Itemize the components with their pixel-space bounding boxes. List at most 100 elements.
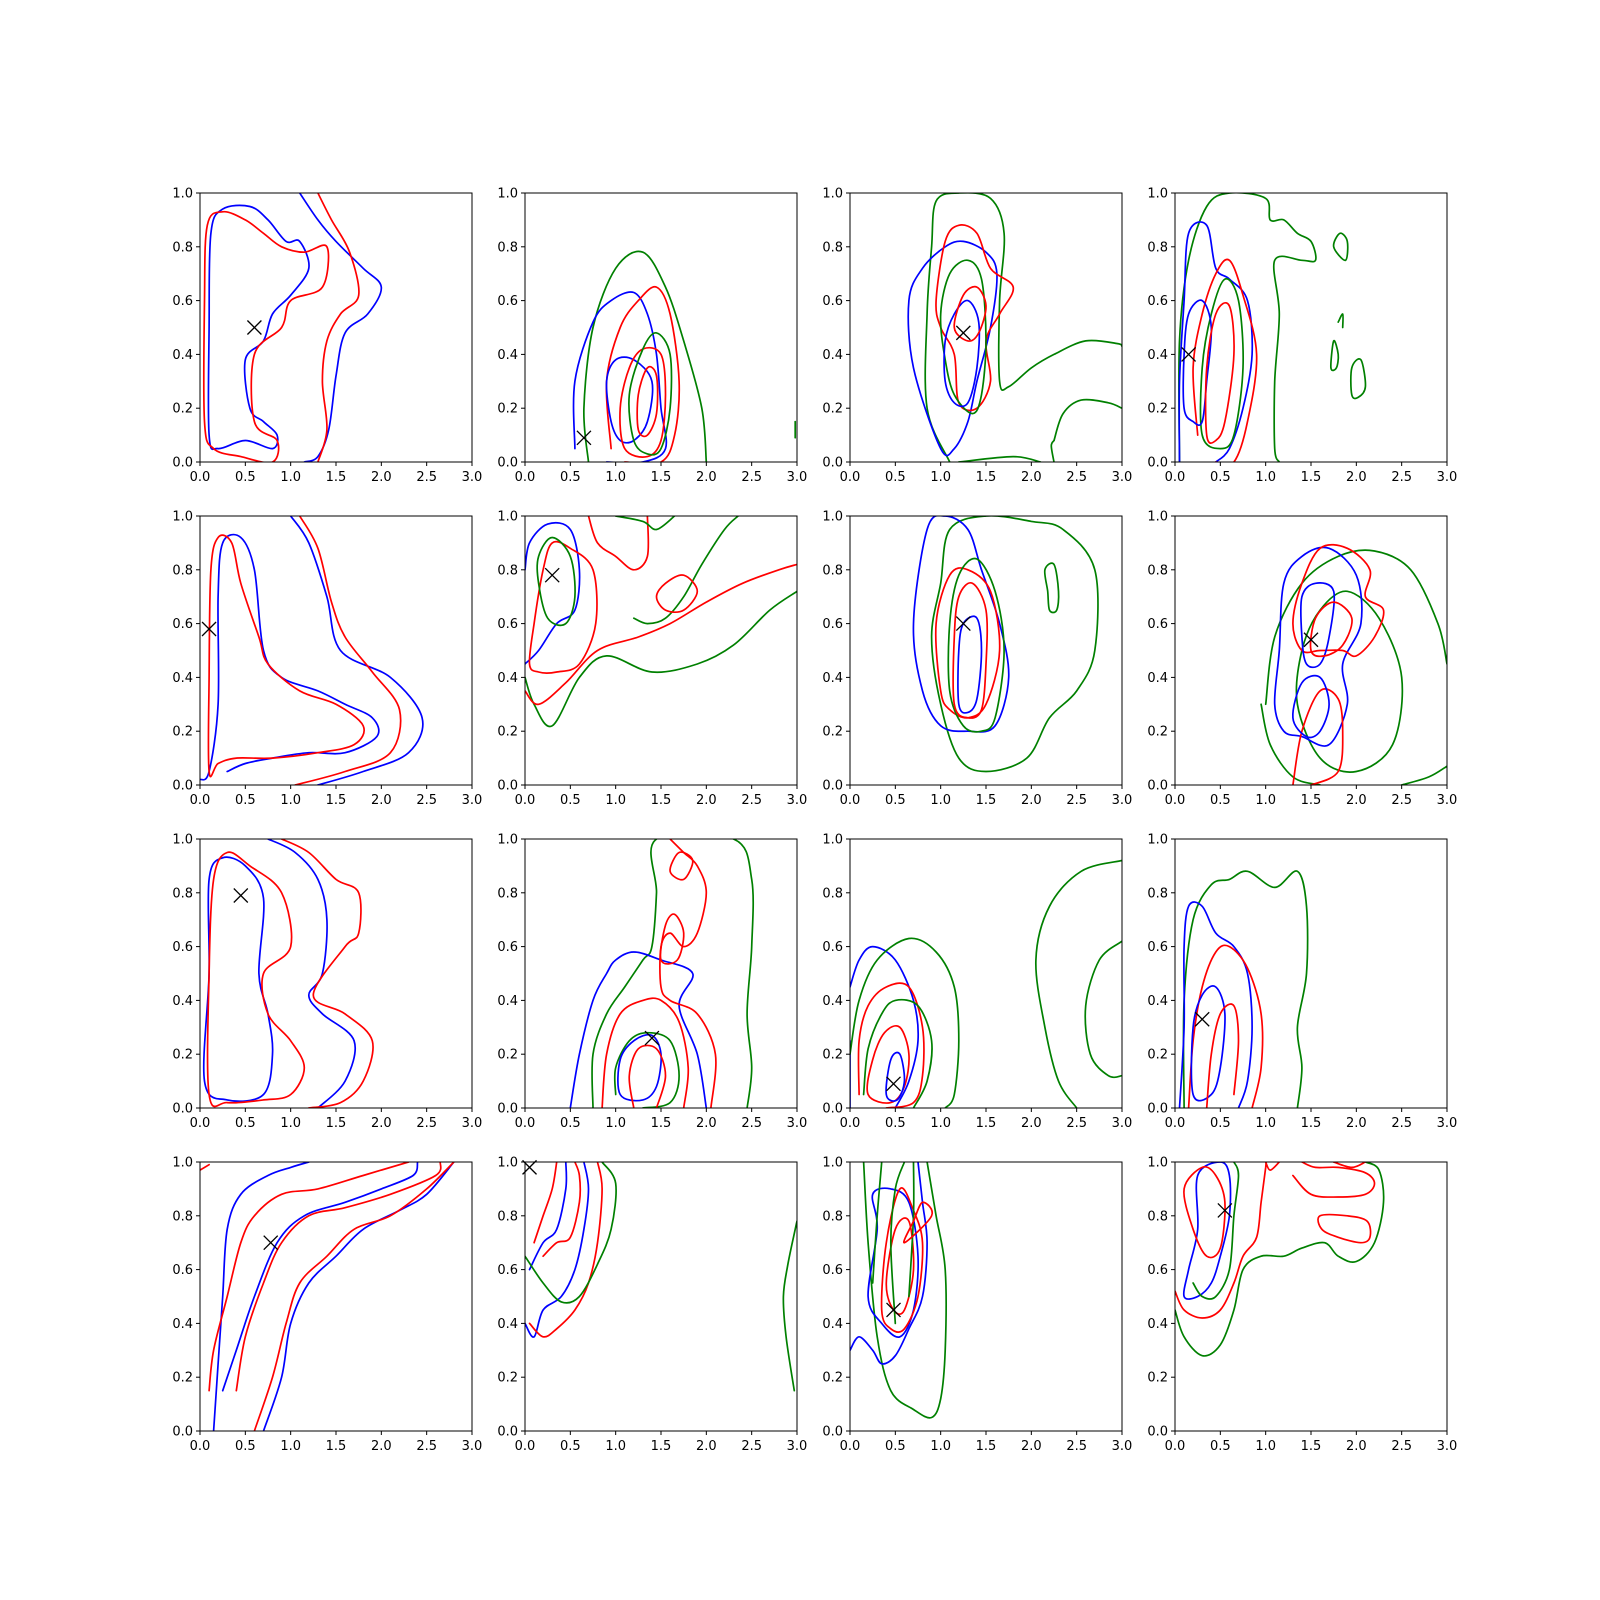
- y-tick-label: 0.8: [822, 1209, 843, 1224]
- axes-frame: [524, 515, 798, 786]
- red-contour-line: [601, 997, 690, 1108]
- y-tick-label: 0.8: [1147, 886, 1168, 901]
- subplot-r2-c3: 0.0 0.5 1.0 1.5 2.0 2.5 3.0 0.0 0.2 0.4 0.6 0.8 1.0: [822, 510, 1132, 809]
- blue-contour-line: [262, 1162, 455, 1431]
- red-contour-line: [1332, 1162, 1367, 1169]
- x-tick-label: 1.5: [1301, 470, 1322, 485]
- y-tick-label: 0.4: [1147, 994, 1168, 1009]
- green-contour-line: [583, 250, 708, 462]
- x-tick-label: 1.0: [1255, 1116, 1276, 1131]
- x-tick-label: 0.0: [1165, 470, 1186, 485]
- y-tick-label: 0.4: [172, 671, 193, 686]
- x-marker: [644, 1030, 660, 1046]
- red-contour-line: [208, 1162, 410, 1392]
- x-tick-label: 0.5: [885, 1116, 906, 1131]
- x-tick-label: 2.5: [1391, 470, 1412, 485]
- green-contour-line: [862, 998, 933, 1108]
- blue-contour-line: [867, 1187, 920, 1338]
- red-contour-line: [880, 1187, 924, 1333]
- x-tick-label: 2.5: [741, 1116, 762, 1131]
- green-contour-line: [850, 937, 960, 1108]
- x-tick-label: 0.5: [560, 470, 581, 485]
- green-contour-line: [614, 516, 676, 531]
- green-contour-line: [1332, 232, 1349, 262]
- y-tick-label: 1.0: [822, 510, 843, 525]
- green-contour-line: [525, 1162, 617, 1304]
- contour-group: [1175, 1162, 1385, 1357]
- y-tick-label: 0.0: [172, 456, 193, 471]
- y-tick-label: 0.6: [822, 294, 843, 309]
- x-tick-label: 3.0: [787, 1439, 808, 1454]
- y-tick-label: 0.4: [822, 1317, 843, 1332]
- x-tick-label: 0.5: [235, 470, 256, 485]
- y-tick-label: 0.4: [497, 348, 518, 363]
- y-tick-label: 0.8: [172, 1209, 193, 1224]
- x-marker-stroke: [1303, 632, 1319, 648]
- x-tick-label: 2.0: [1346, 1116, 1367, 1131]
- red-contour-line: [253, 1162, 455, 1431]
- red-contour-line: [587, 516, 650, 571]
- red-contour-line: [636, 365, 659, 438]
- green-contour-line: [957, 455, 1042, 462]
- x-tick-label: 1.5: [651, 1439, 672, 1454]
- y-tick-label: 0.8: [497, 886, 518, 901]
- contour-group: [525, 516, 797, 728]
- green-contour-line: [947, 557, 1005, 733]
- y-tick-label: 0.0: [172, 1102, 193, 1117]
- x-marker-stroke: [544, 567, 560, 583]
- x-tick-label: 0.0: [840, 1116, 861, 1131]
- x-marker: [955, 325, 971, 341]
- red-contour-line: [1204, 302, 1235, 445]
- x-marker: [886, 1076, 901, 1092]
- x-tick-label: 2.5: [416, 1439, 437, 1454]
- y-tick-label: 0.8: [1147, 1209, 1168, 1224]
- x-tick-label: 1.0: [605, 1116, 626, 1131]
- x-marker-stroke: [246, 320, 262, 335]
- x-tick-label: 0.0: [190, 1439, 211, 1454]
- y-tick-label: 0.6: [822, 617, 843, 632]
- axes-frame: [199, 1161, 473, 1432]
- green-contour-line: [930, 516, 1099, 773]
- y-tick-label: 0.2: [1147, 1371, 1168, 1386]
- x-tick-label: 0.0: [1165, 1439, 1186, 1454]
- blue-contour-line: [525, 521, 581, 665]
- x-tick-label: 3.0: [1112, 1439, 1133, 1454]
- green-contour-line: [525, 590, 797, 728]
- x-marker-stroke: [955, 325, 971, 341]
- x-tick-label: 2.5: [741, 1439, 762, 1454]
- x-tick-label: 2.5: [1391, 1116, 1412, 1131]
- y-tick-label: 0.6: [1147, 294, 1168, 309]
- subplot-r3-c2: 0.0 0.5 1.0 1.5 2.0 2.5 3.0 0.0 0.2 0.4 0.6 0.8 1.0: [497, 833, 807, 1132]
- contour-group: [202, 193, 383, 462]
- green-contour-line: [632, 516, 739, 625]
- x-tick-label: 3.0: [1112, 1116, 1133, 1131]
- axes-frame: [199, 515, 473, 786]
- y-tick-label: 0.0: [1147, 1102, 1168, 1117]
- red-contour-line: [857, 982, 925, 1108]
- blue-contour-line: [605, 356, 654, 444]
- x-tick-label: 1.0: [1255, 1439, 1276, 1454]
- x-tick-label: 0.0: [515, 793, 536, 808]
- x-tick-label: 1.0: [930, 470, 951, 485]
- red-contour-line: [525, 563, 797, 706]
- x-tick-label: 1.5: [326, 1116, 347, 1131]
- x-tick-label: 1.0: [1255, 470, 1276, 485]
- x-marker: [1217, 1202, 1233, 1218]
- x-tick-label: 3.0: [462, 1116, 483, 1131]
- x-tick-label: 1.0: [280, 1439, 301, 1454]
- x-tick-label: 0.0: [190, 1116, 211, 1131]
- red-contour-line: [1264, 1162, 1281, 1171]
- red-contour-line: [280, 839, 374, 1108]
- x-tick-label: 2.0: [696, 1116, 717, 1131]
- x-tick-label: 1.0: [280, 470, 301, 485]
- x-tick-label: 2.0: [371, 793, 392, 808]
- y-tick-label: 0.0: [1147, 1425, 1168, 1440]
- y-tick-label: 0.0: [822, 456, 843, 471]
- x-tick-label: 3.0: [462, 470, 483, 485]
- y-tick-label: 1.0: [172, 1156, 193, 1171]
- axes-frame: [524, 1161, 798, 1432]
- red-contour-line: [528, 1162, 603, 1338]
- x-tick-label: 0.0: [840, 470, 861, 485]
- contour-group: [200, 1162, 455, 1431]
- y-tick-label: 0.0: [497, 1425, 518, 1440]
